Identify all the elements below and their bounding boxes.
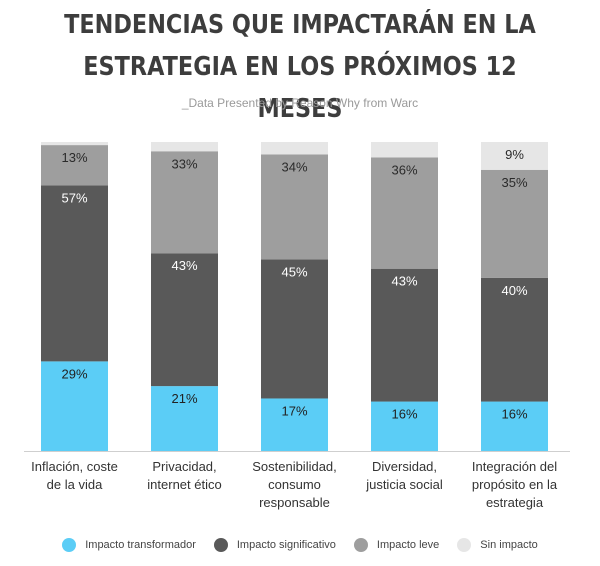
category-label-diversidad-line-1: Diversidad, [372, 459, 437, 474]
category-label-integracion-line-1: Integración del [472, 459, 557, 474]
data-label-integracion-transformador: 16% [501, 407, 527, 422]
bar-integracion-sin-impacto [481, 142, 548, 170]
data-label-sostenibilidad-leve: 34% [281, 159, 307, 174]
legend-item-sin-impacto: Sin impacto [457, 538, 538, 552]
chart-title-line-1: TENDENCIAS QUE IMPACTARÁN EN LA [64, 10, 536, 40]
bar-inflacion-transformador [41, 361, 108, 451]
chart-title: TENDENCIAS QUE IMPACTARÁN EN LA ESTRATEG… [42, 4, 558, 130]
bar-inflacion-leve [41, 145, 108, 186]
chart-legend: Impacto transformador Impacto significat… [0, 538, 600, 552]
bar-inflacion-significativo [41, 185, 108, 362]
data-label-integracion-significativo: 40% [501, 283, 527, 298]
bar-inflacion-sin-impacto [41, 142, 108, 146]
data-label-privacidad-leve: 33% [171, 156, 197, 171]
bar-integracion-leve [481, 169, 548, 278]
bar-integracion-significativo [481, 277, 548, 402]
legend-swatch-impacto-significativo [213, 538, 228, 552]
legend-swatch-impacto-leve [353, 538, 368, 552]
category-label-diversidad-line-2: justicia social [365, 477, 443, 492]
legend-label-impacto-significativo: Impacto significativo [236, 539, 336, 551]
category-label-sostenibilidad-line-1: Sostenibilidad, [252, 459, 337, 474]
category-label-privacidad-line-2: internet ético [147, 477, 221, 492]
category-label-sostenibilidad-line-2: consumo [268, 477, 321, 492]
chart-title-line-2: ESTRATEGIA EN LOS PRÓXIMOS 12 MESES [83, 52, 517, 124]
category-label-integracion-line-2: propósito en la [472, 477, 558, 492]
legend-label-impacto-transformador: Impacto transformador [85, 539, 196, 551]
bar-sostenibilidad-leve [261, 154, 328, 260]
bar-sostenibilidad-significativo [261, 259, 328, 399]
chart-subtitle: _Data Presented by Reason Why from Warc [181, 96, 419, 110]
category-label-sostenibilidad-line-3: responsable [259, 495, 330, 510]
bar-privacidad-sin-impacto [151, 142, 218, 152]
data-label-integracion-sin-impacto: 9% [505, 147, 524, 162]
category-label-inflacion-line-2: de la vida [47, 477, 103, 492]
data-label-sostenibilidad-significativo: 45% [281, 264, 307, 279]
data-label-inflacion-transformador: 29% [61, 366, 87, 381]
data-label-privacidad-transformador: 21% [171, 391, 197, 406]
legend-swatch-impacto-transformador [62, 538, 77, 552]
data-label-diversidad-transformador: 16% [391, 407, 417, 422]
bar-diversidad-transformador [371, 401, 438, 451]
data-label-privacidad-significativo: 43% [171, 258, 197, 273]
legend-label-impacto-leve: Impacto leve [376, 539, 440, 551]
bar-privacidad-significativo [151, 253, 218, 387]
category-label-integracion-line-3: estrategia [486, 495, 544, 510]
bar-diversidad-sin-impacto [371, 142, 438, 158]
bar-diversidad-significativo [371, 268, 438, 402]
bar-integracion-transformador [481, 401, 548, 451]
data-label-integracion-leve: 35% [501, 175, 527, 190]
data-label-sostenibilidad-transformador: 17% [281, 403, 307, 418]
data-label-inflacion-leve: 13% [61, 150, 87, 165]
data-label-diversidad-significativo: 43% [391, 274, 417, 289]
legend-item-impacto-transformador: Impacto transformador [62, 538, 196, 552]
data-label-diversidad-leve: 36% [391, 162, 417, 177]
legend-swatch-sin-impacto [457, 538, 472, 552]
bar-sostenibilidad-transformador [261, 398, 328, 451]
category-label-inflacion-line-1: Inflación, coste [31, 459, 118, 474]
bar-diversidad-leve [371, 157, 438, 269]
data-label-inflacion-significativo: 57% [61, 190, 87, 205]
legend-item-impacto-leve: Impacto leve [353, 538, 440, 552]
bar-sostenibilidad-sin-impacto [261, 142, 328, 155]
legend-label-sin-impacto: Sin impacto [480, 539, 538, 551]
category-label-privacidad-line-1: Privacidad, [152, 459, 216, 474]
legend-item-impacto-significativo: Impacto significativo [213, 538, 336, 552]
bar-privacidad-transformador [151, 386, 218, 451]
bar-privacidad-leve [151, 151, 218, 254]
